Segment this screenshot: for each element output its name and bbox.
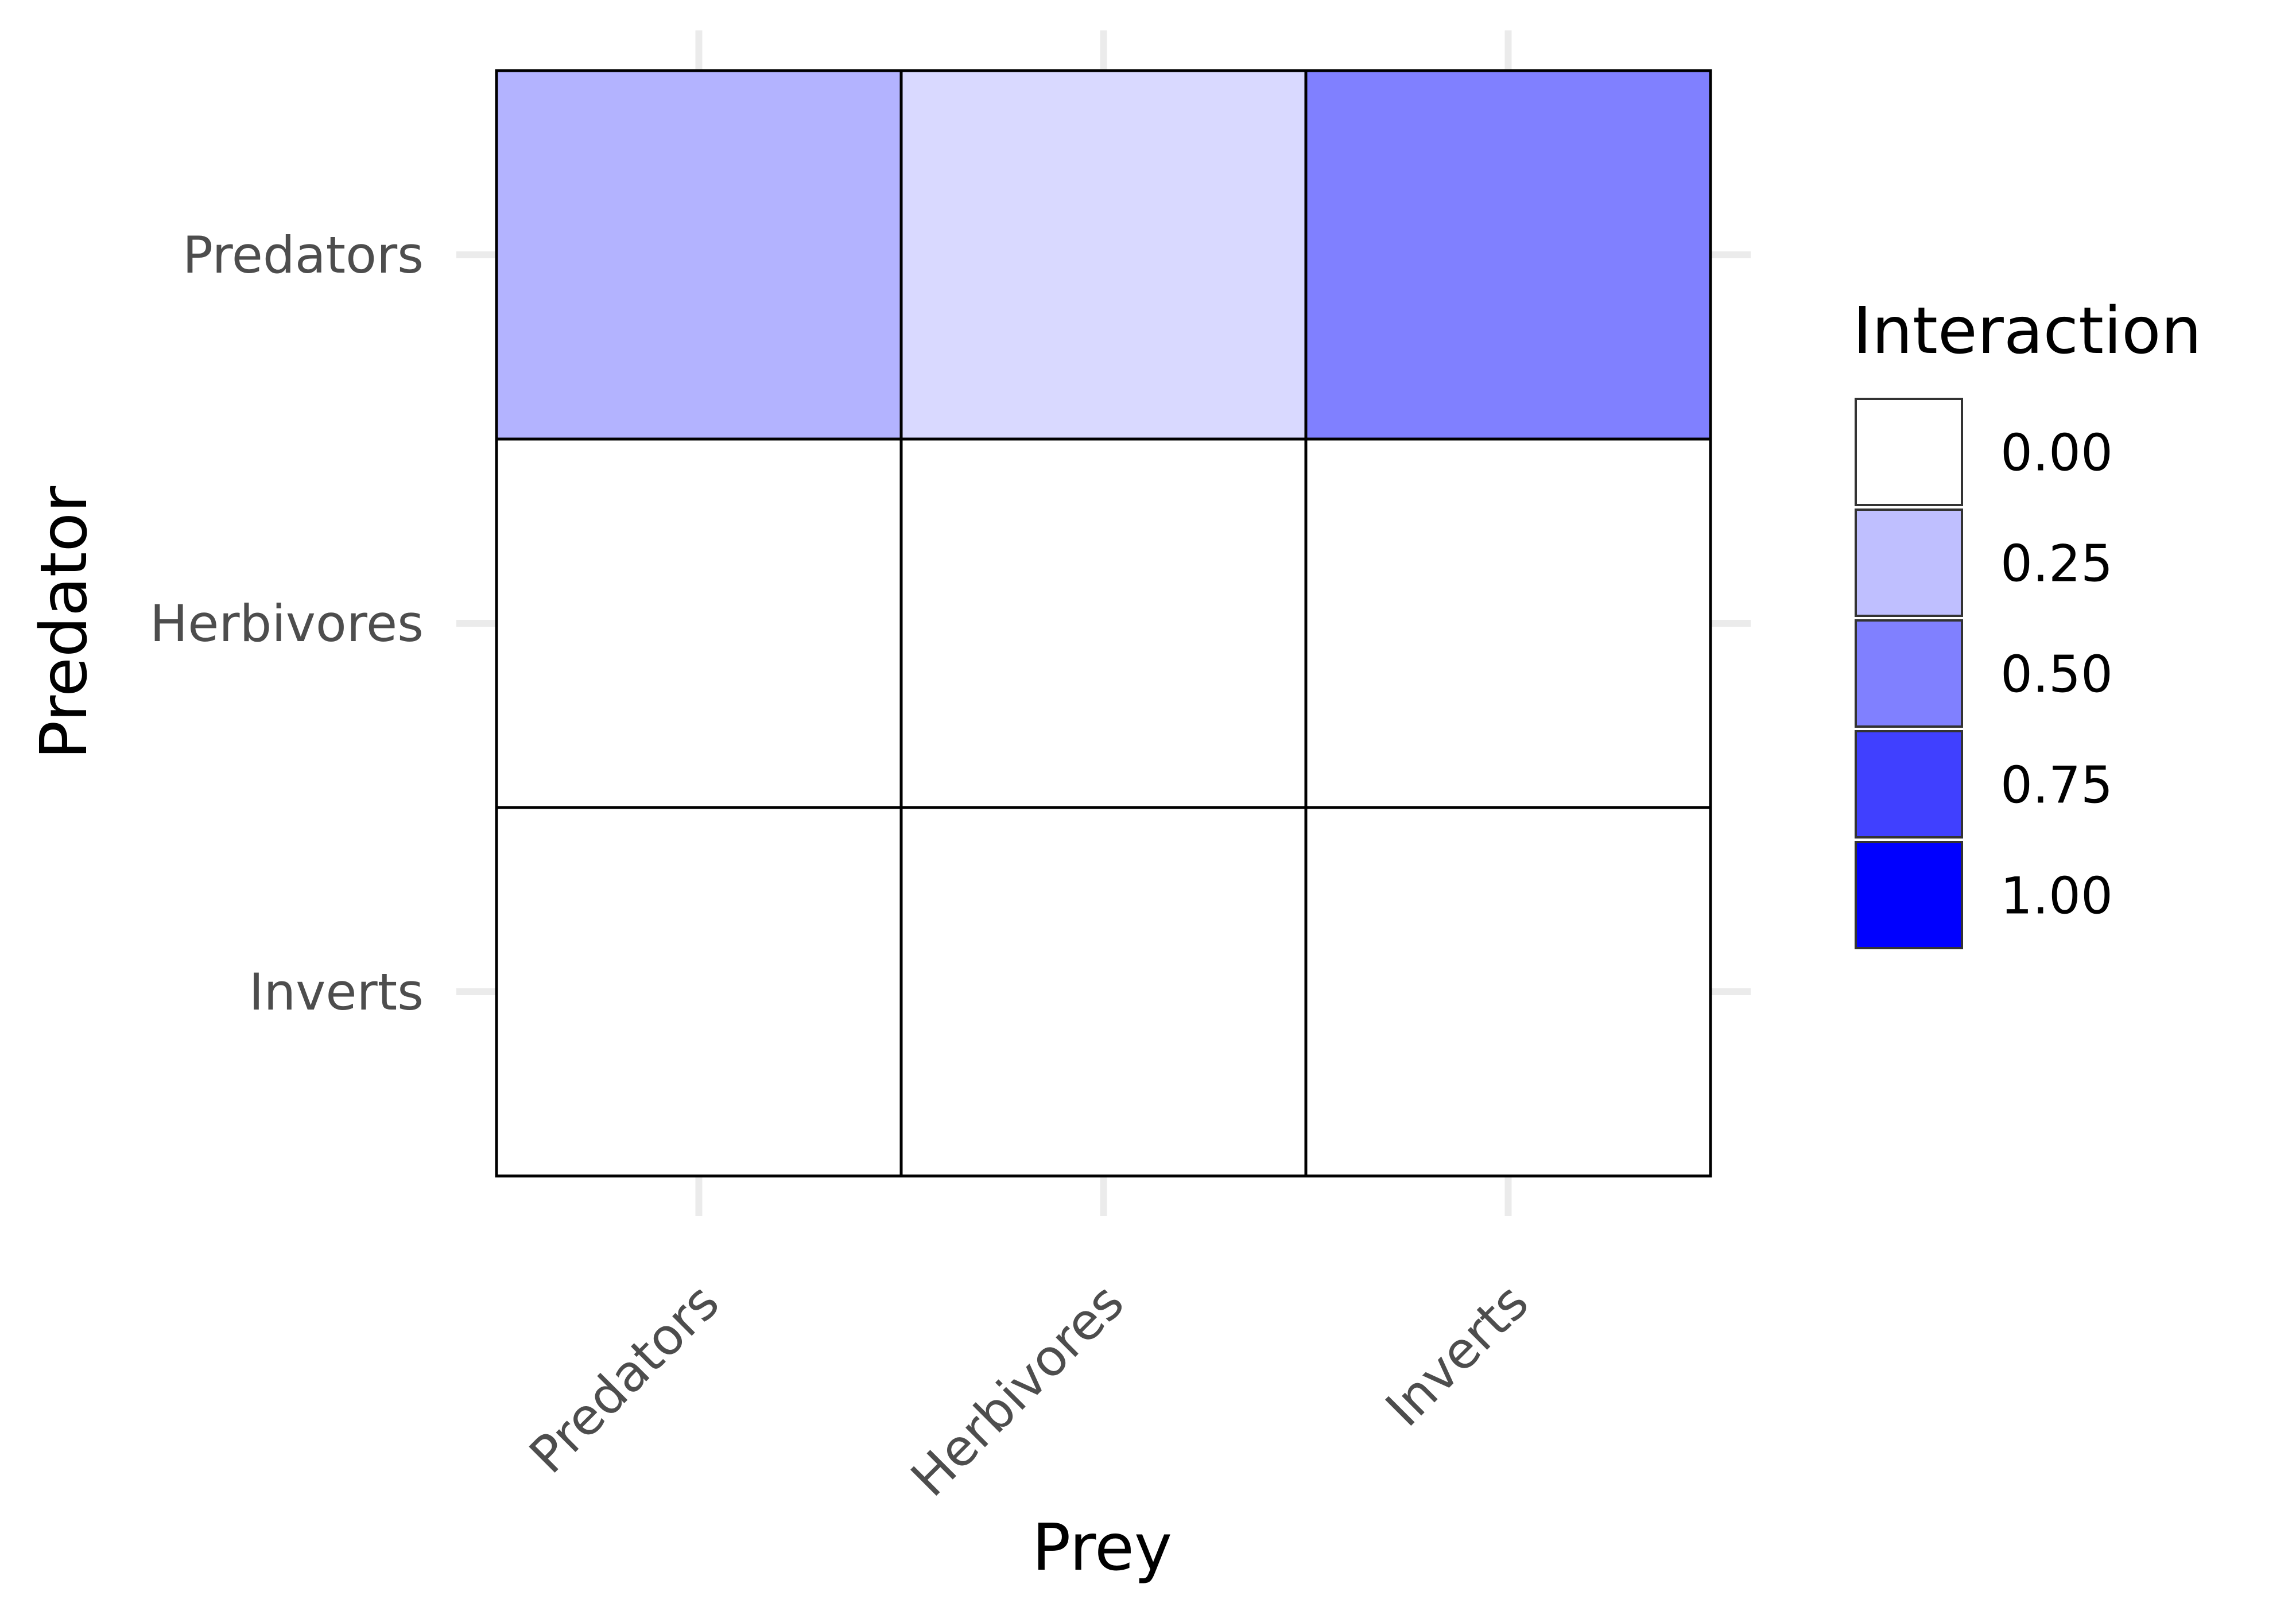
heatmap-cell xyxy=(1304,437,1712,809)
heatmap-cells xyxy=(495,69,1712,1178)
heatmap-cell xyxy=(899,69,1308,441)
heatmap-cell xyxy=(899,806,1308,1178)
legend-key xyxy=(1855,619,1963,728)
legend: Interaction 0.00 0.25 0.50 0.75 1.00 xyxy=(1853,294,2202,949)
legend-label: 0.50 xyxy=(2000,645,2113,704)
y-tick-label: Herbivores xyxy=(150,594,424,653)
x-tick-label: Herbivores xyxy=(899,1272,1135,1508)
legend-key xyxy=(1855,730,1963,839)
legend-title: Interaction xyxy=(1853,294,2202,368)
x-axis-title: Prey xyxy=(1032,1511,1172,1585)
x-tick-label: Predators xyxy=(518,1272,730,1485)
y-tick-label: Predators xyxy=(183,226,424,285)
y-tick-label: Inverts xyxy=(249,962,424,1022)
heatmap-cell xyxy=(1304,69,1712,441)
legend-label: 0.25 xyxy=(2000,534,2113,593)
legend-key xyxy=(1855,841,1963,949)
heatmap-cell xyxy=(899,437,1308,809)
y-axis-ticks: Predators Herbivores Inverts xyxy=(150,226,424,1022)
heatmap-cell xyxy=(495,69,903,441)
y-axis-title: Predator xyxy=(27,486,102,759)
legend-key xyxy=(1855,398,1963,506)
legend-label: 0.00 xyxy=(2000,424,2113,483)
legend-label: 0.75 xyxy=(2000,756,2113,815)
legend-label: 1.00 xyxy=(2000,867,2113,926)
x-tick-label: Inverts xyxy=(1374,1272,1539,1438)
legend-key xyxy=(1855,509,1963,617)
x-axis-ticks: Predators Herbivores Inverts xyxy=(518,1272,1539,1508)
heatmap-cell xyxy=(495,806,903,1178)
heatmap-cell xyxy=(495,437,903,809)
heatmap-cell xyxy=(1304,806,1712,1178)
